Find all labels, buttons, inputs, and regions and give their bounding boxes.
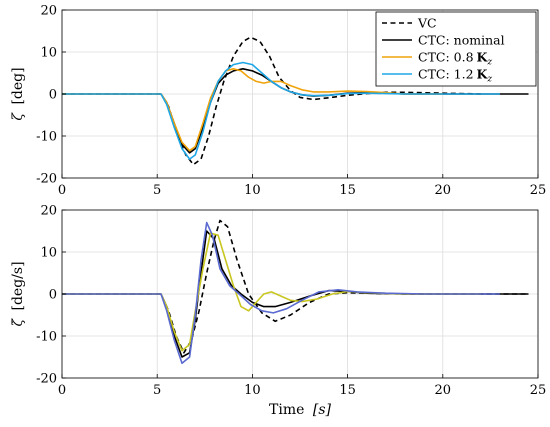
- legend-label-matrix: K: [477, 67, 489, 82]
- bot-y-tick-label: 20: [40, 204, 57, 219]
- legend-label-name: VC: [417, 16, 437, 31]
- bot-y-tick-label: -20: [36, 372, 57, 387]
- top-x-tick-label: 25: [530, 183, 547, 198]
- legend-label-2: CTC: 0.8 Kz: [418, 50, 492, 68]
- top-x-tick-label: 20: [435, 183, 452, 198]
- legend-label-1: CTC: nominal: [418, 33, 505, 48]
- legend-label-0: VC: [417, 16, 437, 31]
- top-series-line-2: [62, 68, 443, 152]
- top-panel: 0 5 10 15 20 25 -20 -10 0 10 20 ζ [deg] VC CTC: nom…: [10, 4, 546, 199]
- bottom-y-symbol: ζ̇: [10, 318, 26, 327]
- top-y-axis-label: ζ [deg]: [10, 67, 26, 120]
- top-y-unit: [deg]: [10, 67, 26, 104]
- bot-y-tick-label: -10: [36, 330, 57, 345]
- bottom-panel: 0 5 10 15 20 25 -20 -10 0 10 20 ζ̇ [deg/s] Time [s…: [10, 204, 546, 419]
- legend-label-subscript: z: [486, 58, 492, 68]
- x-label-unit: [s]: [313, 402, 332, 418]
- top-y-tick-label: 20: [40, 4, 57, 19]
- bottom-series-group: [62, 219, 529, 365]
- top-y-symbol: ζ: [10, 112, 26, 121]
- bot-series-line-3: [62, 221, 500, 365]
- bot-series-line-2: [62, 232, 481, 352]
- bot-x-tick-label: 25: [530, 383, 547, 398]
- top-x-tick-label: 15: [339, 183, 356, 198]
- legend-label-name: CTC: 0.8: [418, 50, 474, 65]
- x-label-text: Time: [269, 402, 304, 418]
- top-series-group: [62, 36, 529, 166]
- legend-label-name: CTC: 1.2: [418, 67, 474, 82]
- bot-x-tick-label: 20: [435, 383, 452, 398]
- top-x-tick-label: 0: [58, 183, 66, 198]
- bottom-y-axis-label: ζ̇ [deg/s]: [10, 261, 26, 326]
- bottom-ticks: 0 5 10 15 20 25 -20 -10 0 10 20: [36, 204, 546, 399]
- x-axis-label: Time [s]: [269, 402, 331, 418]
- top-x-tick-label: 5: [153, 183, 161, 198]
- bot-y-tick-label: 0: [49, 288, 57, 303]
- top-y-tick-label: -20: [36, 172, 57, 187]
- bot-x-tick-label: 15: [339, 383, 356, 398]
- top-series-line-3: [62, 61, 500, 160]
- bot-x-tick-label: 10: [244, 383, 261, 398]
- top-y-tick-label: 0: [49, 88, 57, 103]
- legend-label-subscript: z: [486, 75, 492, 85]
- top-y-tick-label: -10: [36, 130, 57, 145]
- top-x-tick-label: 10: [244, 183, 261, 198]
- top-y-tick-label: 10: [40, 46, 57, 61]
- legend-label-matrix: K: [477, 50, 489, 65]
- legend-label-name: CTC: nominal: [418, 33, 505, 48]
- top-ticks: 0 5 10 15 20 25 -20 -10 0 10 20: [36, 4, 546, 199]
- legend-label-3: CTC: 1.2 Kz: [418, 67, 492, 85]
- bot-y-tick-label: 10: [40, 246, 57, 261]
- bot-x-tick-label: 0: [58, 383, 66, 398]
- bot-x-tick-label: 5: [153, 383, 161, 398]
- top-series-line-0: [62, 36, 481, 166]
- bottom-y-unit: [deg/s]: [10, 261, 26, 310]
